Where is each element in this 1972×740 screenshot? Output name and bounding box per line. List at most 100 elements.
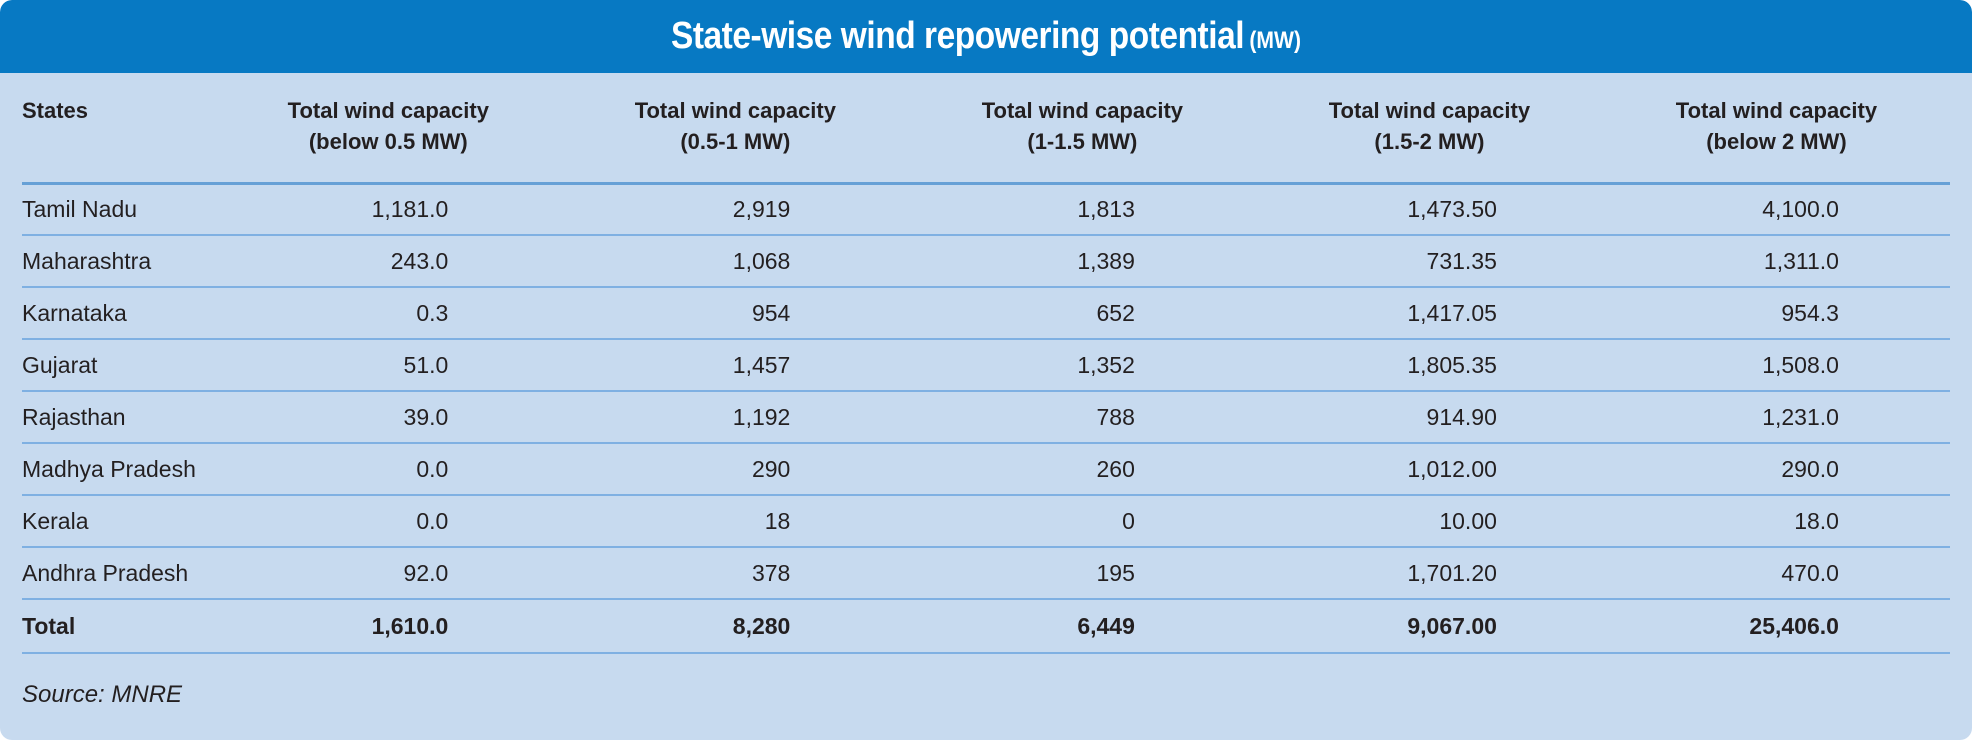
- value-number: 1,701.20: [1407, 559, 1497, 586]
- table-body: Tamil Nadu 1,181.0 2,919 1,813 1,473.50 4,100…: [22, 183, 1950, 654]
- value-number: 92.0: [403, 559, 449, 586]
- value-cell: 25,406.0: [1602, 598, 1950, 654]
- value-cell: 51.0: [214, 338, 562, 391]
- value-number: 290.0: [1781, 455, 1839, 482]
- column-header-line1: Total wind capacity: [1675, 98, 1878, 123]
- state-cell: Maharashtra: [22, 234, 215, 287]
- value-cell: 1,508.0: [1602, 338, 1950, 391]
- value-cell: 1,417.05: [1255, 286, 1603, 339]
- value-cell: 18.0: [1602, 494, 1950, 547]
- column-header-below-0-5: Total wind capacity (below 0.5 MW): [214, 73, 562, 185]
- value-number: 1,813: [1077, 195, 1135, 222]
- value-number: 652: [1096, 299, 1135, 326]
- value-number: 18.0: [1794, 507, 1839, 534]
- total-row: Total 1,610.0 8,280 6,449 9,067.00 25,406.0: [22, 598, 1950, 654]
- value-number: 1,805.35: [1407, 351, 1497, 378]
- value-number: 1,389: [1077, 247, 1135, 274]
- value-cell: 290.0: [1602, 442, 1950, 495]
- value-cell: 243.0: [214, 234, 562, 287]
- table-row: Kerala 0.0 18 0 10.00 18.0: [22, 494, 1950, 547]
- value-number: 731.35: [1426, 247, 1497, 274]
- value-number: 195: [1096, 559, 1135, 586]
- value-number: 39.0: [403, 403, 449, 430]
- value-cell: 954: [561, 286, 909, 339]
- state-cell: Karnataka: [22, 286, 215, 339]
- value-cell: 470.0: [1602, 546, 1950, 599]
- wind-capacity-table: States Total wind capacity (below 0.5 MW…: [22, 73, 1950, 654]
- table-row: Andhra Pradesh 92.0 378 195 1,701.20 470.0: [22, 546, 1950, 599]
- state-cell: Gujarat: [22, 338, 215, 391]
- value-cell: 788: [908, 390, 1256, 443]
- value-cell: 0.0: [214, 494, 562, 547]
- value-cell: 260: [908, 442, 1256, 495]
- table-row: Rajasthan 39.0 1,192 788 914.90 1,231.0: [22, 390, 1950, 443]
- header-row: States Total wind capacity (below 0.5 MW…: [22, 73, 1950, 185]
- value-cell: 0: [908, 494, 1256, 547]
- value-number: 0: [1122, 507, 1135, 534]
- value-number: 0.0: [416, 455, 449, 482]
- value-cell: 2,919: [562, 183, 909, 235]
- value-number: 1,610.0: [371, 612, 449, 639]
- value-cell: 1,473.50: [1256, 183, 1603, 235]
- state-cell: Andhra Pradesh: [22, 546, 215, 599]
- value-cell: 290: [561, 442, 909, 495]
- value-cell: 1,805.35: [1255, 338, 1603, 391]
- value-number: 260: [1096, 455, 1135, 482]
- value-number: 2,919: [732, 195, 791, 222]
- table-row: Tamil Nadu 1,181.0 2,919 1,813 1,473.50 4,100…: [22, 183, 1950, 235]
- title-unit: (MW): [1249, 27, 1302, 54]
- value-number: 788: [1096, 403, 1135, 430]
- value-cell: 6,449: [908, 598, 1256, 654]
- column-header-line2: (below 2 MW): [1706, 129, 1847, 154]
- value-number: 1,457: [732, 351, 791, 378]
- value-cell: 1,457: [561, 338, 909, 391]
- value-number: 1,311.0: [1763, 247, 1839, 274]
- value-cell: 18: [561, 494, 909, 547]
- value-number: 470.0: [1781, 559, 1839, 586]
- column-header-1-5-2: Total wind capacity (1.5-2 MW): [1255, 73, 1603, 185]
- value-number: 1,192: [732, 403, 791, 430]
- value-number: 0.0: [416, 507, 449, 534]
- table-row: Gujarat 51.0 1,457 1,352 1,805.35 1,508.0: [22, 338, 1950, 391]
- value-number: 1,012.00: [1407, 455, 1497, 482]
- column-header-states: States: [22, 73, 215, 185]
- state-cell: Kerala: [22, 494, 215, 547]
- value-number: 243.0: [390, 247, 449, 274]
- column-header-1-1-5: Total wind capacity (1-1.5 MW): [908, 73, 1256, 185]
- value-number: 1,417.05: [1407, 299, 1497, 326]
- value-number: 378: [751, 559, 791, 586]
- total-label-cell: Total: [22, 598, 215, 654]
- column-header-line1: Total wind capacity: [981, 98, 1184, 123]
- value-number: 954: [751, 299, 791, 326]
- column-header-line2: (0.5-1 MW): [680, 129, 791, 154]
- value-number: 18: [764, 507, 791, 534]
- value-number: 6,449: [1077, 612, 1135, 639]
- value-cell: 195: [908, 546, 1256, 599]
- value-number: 1,473.50: [1407, 195, 1497, 222]
- value-cell: 1,813: [909, 183, 1256, 235]
- table-row: Madhya Pradesh 0.0 290 260 1,012.00 290.0: [22, 442, 1950, 495]
- value-cell: 0.3: [214, 286, 562, 339]
- value-number: 8,280: [732, 612, 791, 639]
- table-row: Maharashtra 243.0 1,068 1,389 731.35 1,311.0: [22, 234, 1950, 287]
- value-cell: 39.0: [214, 390, 562, 443]
- value-number: 1,231.0: [1762, 403, 1839, 430]
- column-header-line2: (1.5-2 MW): [1374, 129, 1485, 154]
- value-cell: 1,181.0: [215, 183, 562, 235]
- value-cell: 731.35: [1255, 234, 1603, 287]
- value-number: 51.0: [403, 351, 449, 378]
- column-header-below-2: Total wind capacity (below 2 MW): [1602, 73, 1950, 185]
- value-cell: 1,012.00: [1255, 442, 1603, 495]
- value-cell: 378: [561, 546, 909, 599]
- title-text: State-wise wind repowering potential: [670, 15, 1245, 57]
- column-header-line1: Total wind capacity: [634, 98, 836, 123]
- value-cell: 9,067.00: [1255, 598, 1603, 654]
- value-number: 1,352: [1077, 351, 1135, 378]
- value-cell: 1,389: [908, 234, 1256, 287]
- value-number: 1,508.0: [1762, 351, 1839, 378]
- page-title: State-wise wind repowering potential (MW): [671, 15, 1301, 58]
- value-number: 954.3: [1781, 299, 1839, 326]
- value-cell: 914.90: [1255, 390, 1603, 443]
- value-cell: 4,100.0: [1603, 183, 1950, 235]
- value-cell: 652: [908, 286, 1256, 339]
